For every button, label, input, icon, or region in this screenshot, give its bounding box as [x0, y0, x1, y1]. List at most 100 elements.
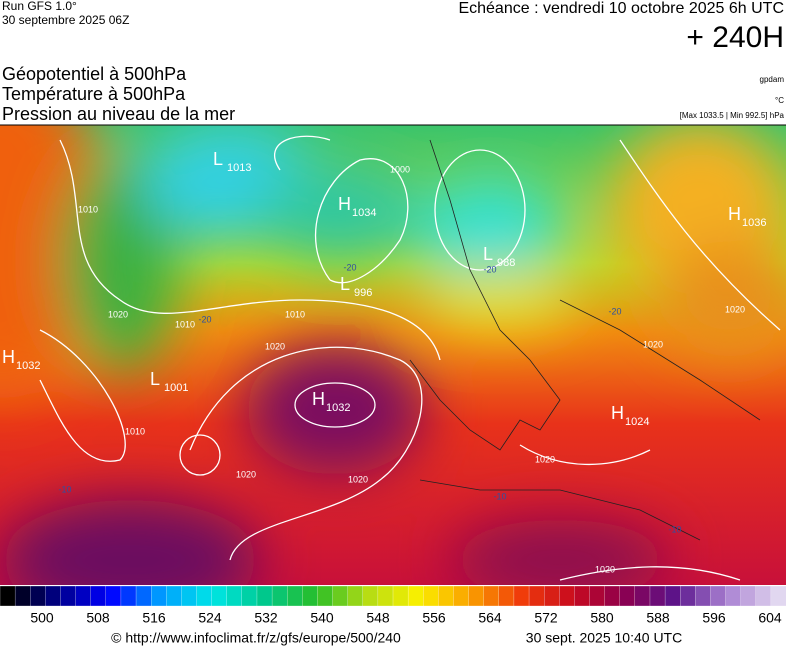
- temperature-label: -10: [58, 484, 71, 494]
- colorbar-swatch: [60, 585, 77, 607]
- colorbar-swatch: [634, 585, 651, 607]
- isobar-label: 1020: [535, 454, 555, 464]
- isobar-label: 1020: [265, 341, 285, 351]
- colorbar-swatch: [680, 585, 696, 607]
- isobar-label: 1010: [285, 309, 305, 319]
- colorbar-swatch: [755, 585, 772, 607]
- colorbar-swatch: [181, 585, 198, 607]
- isobar-label: 1020: [348, 474, 368, 484]
- lead-time: + 240H: [686, 21, 784, 54]
- colorbar: [0, 585, 786, 607]
- center-letter: L: [340, 274, 350, 294]
- colorbar-swatch: [14, 585, 31, 607]
- pressure-range: [Max 1033.5 | Min 992.5] hPa: [680, 111, 785, 120]
- coastline: [409, 139, 761, 541]
- center-letter: H: [728, 204, 741, 224]
- map: [0, 125, 786, 585]
- isobar-label: 1020: [643, 339, 663, 349]
- colorbar-swatch: [770, 585, 786, 607]
- colorbar-swatch: [271, 585, 288, 607]
- temperature-label: -10: [493, 491, 506, 501]
- colorbar-label: 500: [30, 610, 54, 626]
- colorbar-swatch: [664, 585, 681, 607]
- center-letter: H: [312, 389, 325, 409]
- center-letter: H: [338, 194, 351, 214]
- center-value: 1034: [352, 207, 376, 219]
- colorbar-label: 540: [310, 610, 334, 626]
- colorbar-swatch: [241, 585, 258, 607]
- colorbar-label: 548: [366, 610, 390, 626]
- unit: gpdam: [760, 75, 785, 84]
- temperature-label: -20: [343, 262, 356, 272]
- run-date: 30 septembre 2025 06Z: [2, 13, 129, 27]
- colorbar-swatch: [256, 585, 273, 607]
- temperature-label: -20: [483, 264, 496, 274]
- temperature-label: -20: [198, 314, 211, 324]
- colorbar-swatch: [604, 585, 621, 607]
- colorbar-label: 580: [590, 610, 614, 626]
- colorbar-swatch: [453, 585, 470, 607]
- colorbar-swatch: [438, 585, 455, 607]
- colorbar-swatch: [120, 585, 137, 607]
- colorbar-label: 516: [142, 610, 166, 626]
- updated: 30 sept. 2025 10:40 UTC: [526, 630, 682, 646]
- echeance: Echéance : vendredi 10 octobre 2025 6h U…: [458, 0, 784, 17]
- isobar-label: 1020: [108, 309, 128, 319]
- isobars: [39, 135, 781, 581]
- colorbar-swatch: [423, 585, 439, 607]
- colorbar-swatch: [695, 585, 712, 607]
- center-letter: L: [213, 149, 223, 169]
- colorbar-swatch: [574, 585, 591, 607]
- colorbar-swatch: [135, 585, 152, 607]
- colorbar-swatch: [377, 585, 394, 607]
- center-letter: H: [611, 403, 624, 423]
- source: © http://www.infoclimat.fr/z/gfs/europe/…: [111, 630, 401, 646]
- colorbar-swatch: [45, 585, 62, 607]
- colorbar-label: 556: [422, 610, 446, 626]
- colorbar-swatch: [151, 585, 167, 607]
- legend-line: Géopotentiel à 500hPa: [2, 64, 187, 84]
- colorbar-swatch: [725, 585, 742, 607]
- colorbar-swatch: [392, 585, 409, 607]
- center-value: 1024: [625, 416, 649, 428]
- colorbar-label: 564: [478, 610, 502, 626]
- temperature-label: -10: [668, 524, 681, 534]
- colorbar-label: 604: [758, 610, 782, 626]
- colorbar-swatch: [362, 585, 379, 607]
- colorbar-swatch: [302, 585, 319, 607]
- colorbar-label: 508: [86, 610, 110, 626]
- colorbar-swatch: [226, 585, 243, 607]
- colorbar-swatch: [166, 585, 183, 607]
- colorbar-swatch: [468, 585, 485, 607]
- center-letter: L: [483, 244, 493, 264]
- temperature-label: -20: [608, 306, 621, 316]
- center-value: 1036: [742, 217, 766, 229]
- center-value: 988: [497, 257, 515, 269]
- colorbar-swatch: [347, 585, 364, 607]
- isobar-label: 1020: [236, 469, 256, 479]
- isobar-label: 1010: [78, 204, 98, 214]
- colorbar-swatch: [407, 585, 424, 607]
- colorbar-swatch: [105, 585, 122, 607]
- colorbar-swatch: [287, 585, 303, 607]
- isobar-label: 1000: [390, 164, 410, 174]
- isobar-label: 1020: [725, 304, 745, 314]
- colorbar-swatch: [710, 585, 727, 607]
- unit: °C: [775, 96, 784, 105]
- colorbar-swatch: [317, 585, 334, 607]
- colorbar-swatch: [619, 585, 636, 607]
- legend-line: Température à 500hPa: [2, 84, 186, 104]
- center-letter: H: [2, 347, 15, 367]
- colorbar-label: 532: [254, 610, 278, 626]
- colorbar-swatch: [740, 585, 757, 607]
- center-value: 1001: [164, 382, 188, 394]
- colorbar-label: 588: [646, 610, 670, 626]
- isobar-label: 1010: [175, 319, 195, 329]
- colorbar-swatch: [75, 585, 92, 607]
- legend-line: Pression au niveau de la mer: [2, 104, 235, 124]
- center-value: 1032: [326, 402, 350, 414]
- run: Run GFS 1.0°: [2, 0, 77, 13]
- colorbar-swatch: [483, 585, 500, 607]
- colorbar-swatch: [544, 585, 560, 607]
